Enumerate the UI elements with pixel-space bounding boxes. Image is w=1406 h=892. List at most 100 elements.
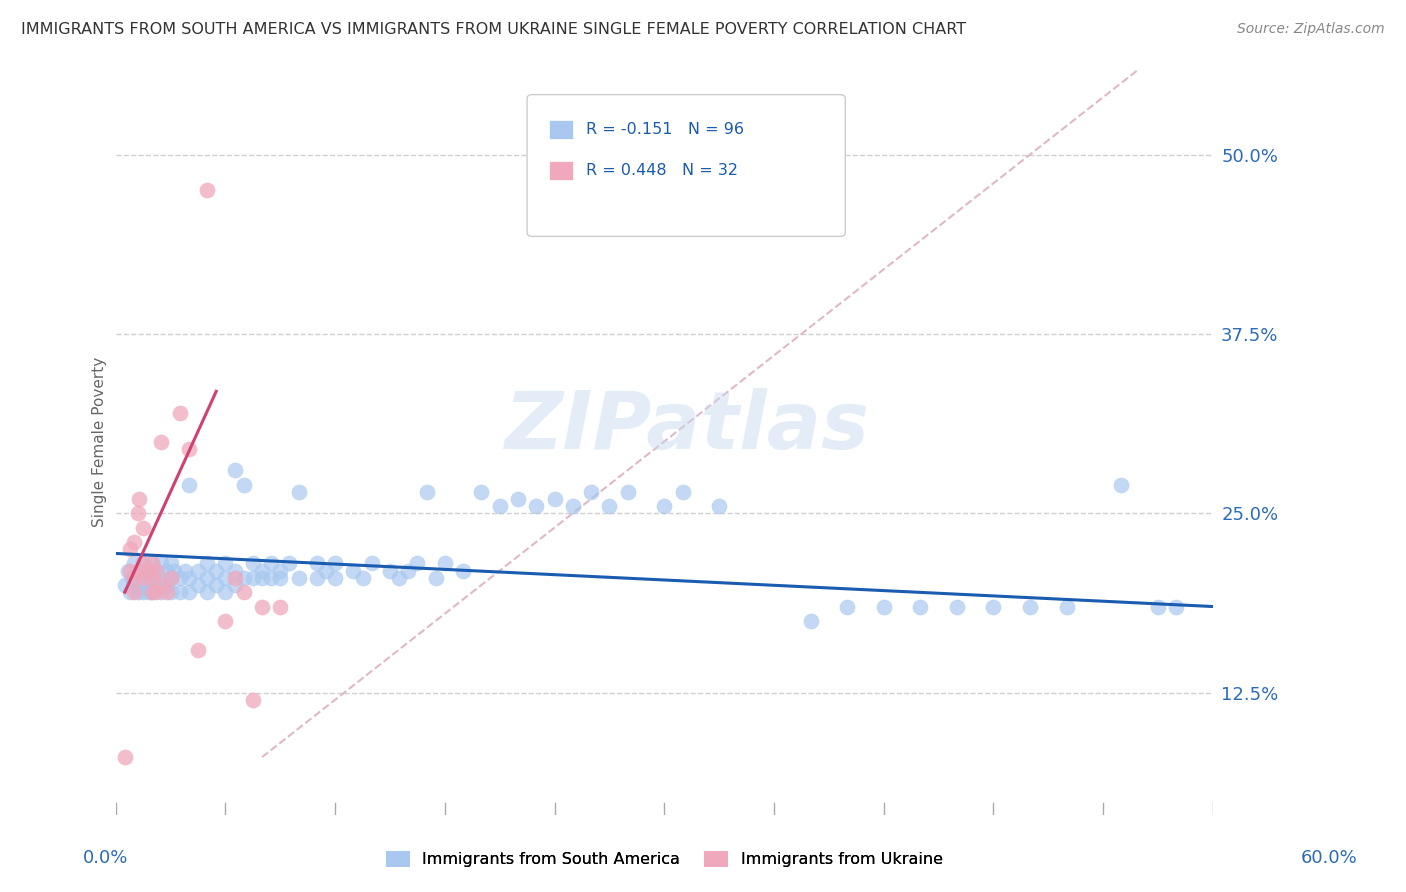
Text: R = 0.448   N = 32: R = 0.448 N = 32 — [586, 163, 738, 178]
Point — [145, 585, 167, 599]
Point — [120, 564, 142, 578]
Point — [524, 499, 547, 513]
Point — [159, 585, 181, 599]
Point — [250, 564, 273, 578]
Point — [579, 484, 602, 499]
Point — [269, 571, 291, 585]
Point — [983, 599, 1005, 614]
Point — [169, 406, 191, 420]
Point — [278, 557, 301, 571]
Point — [242, 557, 264, 571]
Point — [150, 585, 173, 599]
Point — [616, 484, 638, 499]
Point — [195, 571, 218, 585]
Point — [120, 585, 142, 599]
Point — [232, 571, 254, 585]
Point — [269, 564, 291, 578]
Point — [141, 571, 163, 585]
Point — [1019, 599, 1042, 614]
Point — [187, 578, 209, 592]
Point — [145, 564, 167, 578]
Point — [214, 585, 236, 599]
Point — [159, 557, 181, 571]
Point — [177, 571, 200, 585]
Point — [835, 599, 858, 614]
Point — [305, 571, 328, 585]
Point — [187, 564, 209, 578]
Point — [141, 571, 163, 585]
Point — [378, 564, 401, 578]
Point — [287, 484, 309, 499]
Point — [122, 571, 145, 585]
Point — [315, 564, 337, 578]
Point — [232, 477, 254, 491]
Point — [145, 564, 167, 578]
Point — [323, 571, 346, 585]
Point — [132, 521, 155, 535]
Point — [114, 578, 136, 592]
Point — [132, 564, 155, 578]
Point — [224, 571, 246, 585]
Point — [214, 571, 236, 585]
Point — [287, 571, 309, 585]
Point — [214, 557, 236, 571]
Text: 60.0%: 60.0% — [1301, 849, 1357, 867]
Point — [132, 557, 155, 571]
Point — [145, 578, 167, 592]
Point — [141, 585, 163, 599]
Text: IMMIGRANTS FROM SOUTH AMERICA VS IMMIGRANTS FROM UKRAINE SINGLE FEMALE POVERTY C: IMMIGRANTS FROM SOUTH AMERICA VS IMMIGRA… — [21, 22, 966, 37]
Point — [224, 564, 246, 578]
Point — [224, 463, 246, 477]
Point — [250, 599, 273, 614]
Point — [150, 578, 173, 592]
Point — [150, 571, 173, 585]
Point — [543, 491, 565, 506]
Legend: Immigrants from South America, Immigrants from Ukraine: Immigrants from South America, Immigrant… — [380, 845, 949, 874]
Point — [388, 571, 411, 585]
Point — [232, 585, 254, 599]
Point — [114, 750, 136, 764]
Point — [159, 571, 181, 585]
Point — [122, 535, 145, 549]
Point — [415, 484, 437, 499]
Point — [260, 571, 283, 585]
Point — [250, 571, 273, 585]
Point — [156, 564, 179, 578]
Point — [174, 564, 197, 578]
Point — [242, 571, 264, 585]
Point — [946, 599, 969, 614]
Point — [1111, 477, 1133, 491]
Point — [305, 557, 328, 571]
Point — [132, 571, 155, 585]
Point — [488, 499, 510, 513]
Point — [177, 477, 200, 491]
Point — [799, 614, 821, 628]
Point — [122, 557, 145, 571]
Point — [169, 571, 191, 585]
Point — [323, 557, 346, 571]
Point — [214, 614, 236, 628]
Point — [360, 557, 382, 571]
Point — [127, 506, 149, 520]
Bar — [548, 120, 574, 139]
Y-axis label: Single Female Poverty: Single Female Poverty — [93, 357, 107, 526]
Point — [671, 484, 693, 499]
Point — [177, 585, 200, 599]
Point — [598, 499, 620, 513]
Point — [506, 491, 529, 506]
Point — [224, 578, 246, 592]
Text: R = -0.151   N = 96: R = -0.151 N = 96 — [586, 122, 744, 137]
Point — [910, 599, 932, 614]
Point — [141, 585, 163, 599]
Point — [195, 184, 218, 198]
Point — [177, 442, 200, 456]
Point — [187, 642, 209, 657]
Point — [132, 578, 155, 592]
Point — [169, 585, 191, 599]
Point — [396, 564, 419, 578]
Point — [121, 571, 143, 585]
Point — [127, 585, 149, 599]
Point — [269, 599, 291, 614]
Point — [159, 571, 181, 585]
Point — [128, 491, 150, 506]
